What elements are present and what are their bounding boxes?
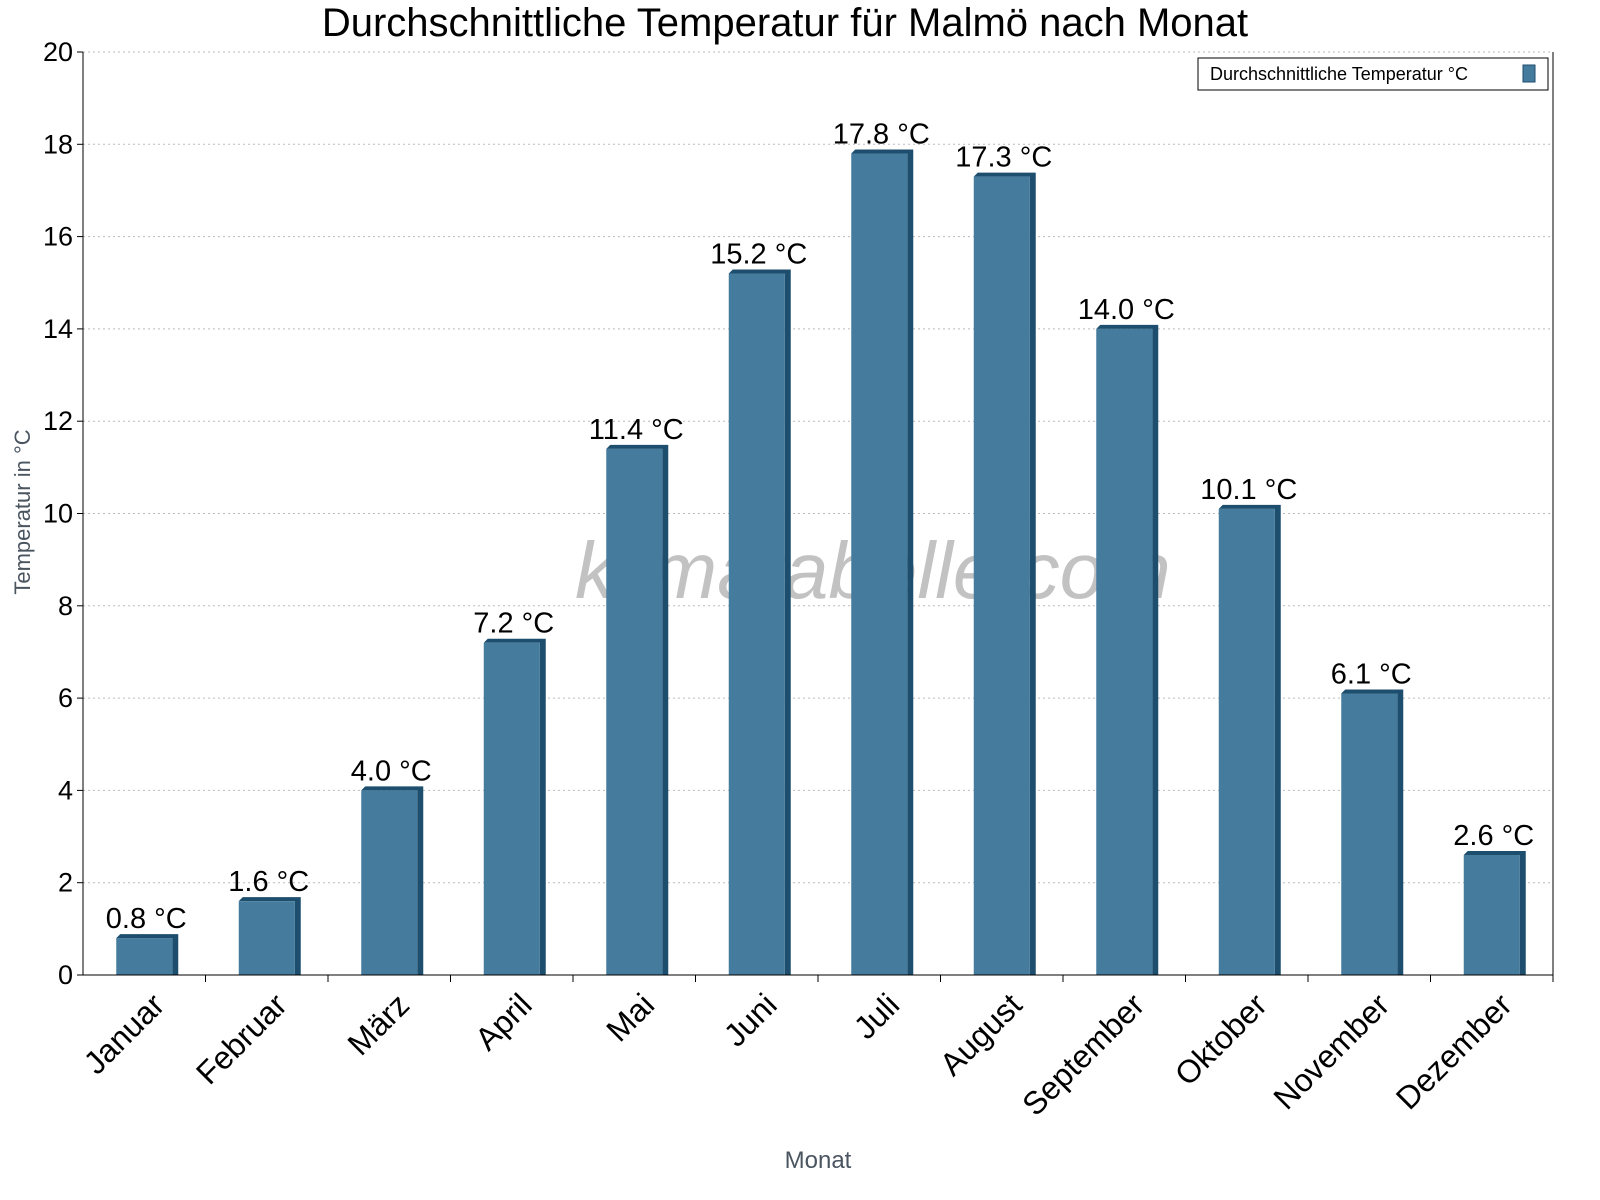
x-tick-label: August — [933, 986, 1029, 1082]
bar — [483, 642, 540, 975]
x-tick-label: Oktober — [1168, 986, 1274, 1092]
y-tick-label: 4 — [58, 775, 73, 805]
y-tick-label: 12 — [43, 406, 73, 436]
y-tick-label: 8 — [58, 591, 73, 621]
bars: 0.8 °C 1.6 °C 4.0 °C 7.2 °C 11.4 °C 15.2 °C 17… — [106, 119, 1534, 976]
bar — [606, 448, 663, 975]
x-axis-label: Monat — [785, 1147, 852, 1174]
y-axis-label: Temperatur in °C — [10, 429, 35, 594]
data-label: 2.6 °C — [1453, 820, 1534, 852]
x-tick-label: Januar — [77, 986, 172, 1081]
y-tick-label: 6 — [58, 683, 73, 713]
bar — [238, 901, 295, 975]
x-tick-label: Februar — [189, 986, 294, 1091]
data-label: 7.2 °C — [473, 608, 554, 640]
y-tick-label: 16 — [43, 222, 73, 252]
bar — [1463, 855, 1520, 975]
x-tick-label: Juni — [717, 986, 784, 1053]
data-label: 17.8 °C — [833, 119, 930, 151]
legend-label: Durchschnittliche Temperatur °C — [1210, 64, 1468, 84]
bar — [361, 790, 418, 975]
bar — [1096, 328, 1153, 975]
x-tick-label: September — [1015, 986, 1151, 1122]
y-tick-label: 20 — [43, 37, 73, 67]
data-label: 0.8 °C — [106, 903, 187, 935]
grid-lines — [83, 51, 1553, 884]
y-tick-label: 18 — [43, 129, 73, 159]
x-tick-label: November — [1266, 986, 1396, 1116]
x-tick-label: Juli — [847, 986, 906, 1045]
bar — [728, 273, 785, 975]
chart-title: Durchschnittliche Temperatur für Malmö n… — [322, 1, 1248, 45]
legend: Durchschnittliche Temperatur °C — [1197, 57, 1549, 91]
x-tick-label: Dezember — [1389, 986, 1519, 1116]
bar — [1341, 693, 1398, 975]
y-tick-label: 0 — [58, 960, 73, 990]
data-label: 17.3 °C — [955, 142, 1052, 174]
data-label: 1.6 °C — [228, 866, 309, 898]
data-label: 15.2 °C — [710, 239, 807, 271]
bar — [1218, 508, 1275, 975]
data-label: 10.1 °C — [1200, 474, 1297, 506]
x-tick-label: März — [340, 986, 416, 1062]
bar — [973, 176, 1030, 976]
x-tick-label: Mai — [599, 986, 661, 1048]
bar — [116, 938, 173, 975]
legend-swatch — [1522, 64, 1536, 83]
data-label: 6.1 °C — [1331, 658, 1412, 690]
y-tick-label: 14 — [43, 314, 73, 344]
data-label: 14.0 °C — [1078, 294, 1175, 326]
x-tick-label: April — [468, 986, 539, 1057]
y-tick-label: 2 — [58, 868, 73, 898]
bar — [851, 153, 908, 975]
y-tick-label: 10 — [43, 499, 73, 529]
data-label: 4.0 °C — [351, 755, 432, 787]
data-label: 11.4 °C — [589, 414, 684, 446]
